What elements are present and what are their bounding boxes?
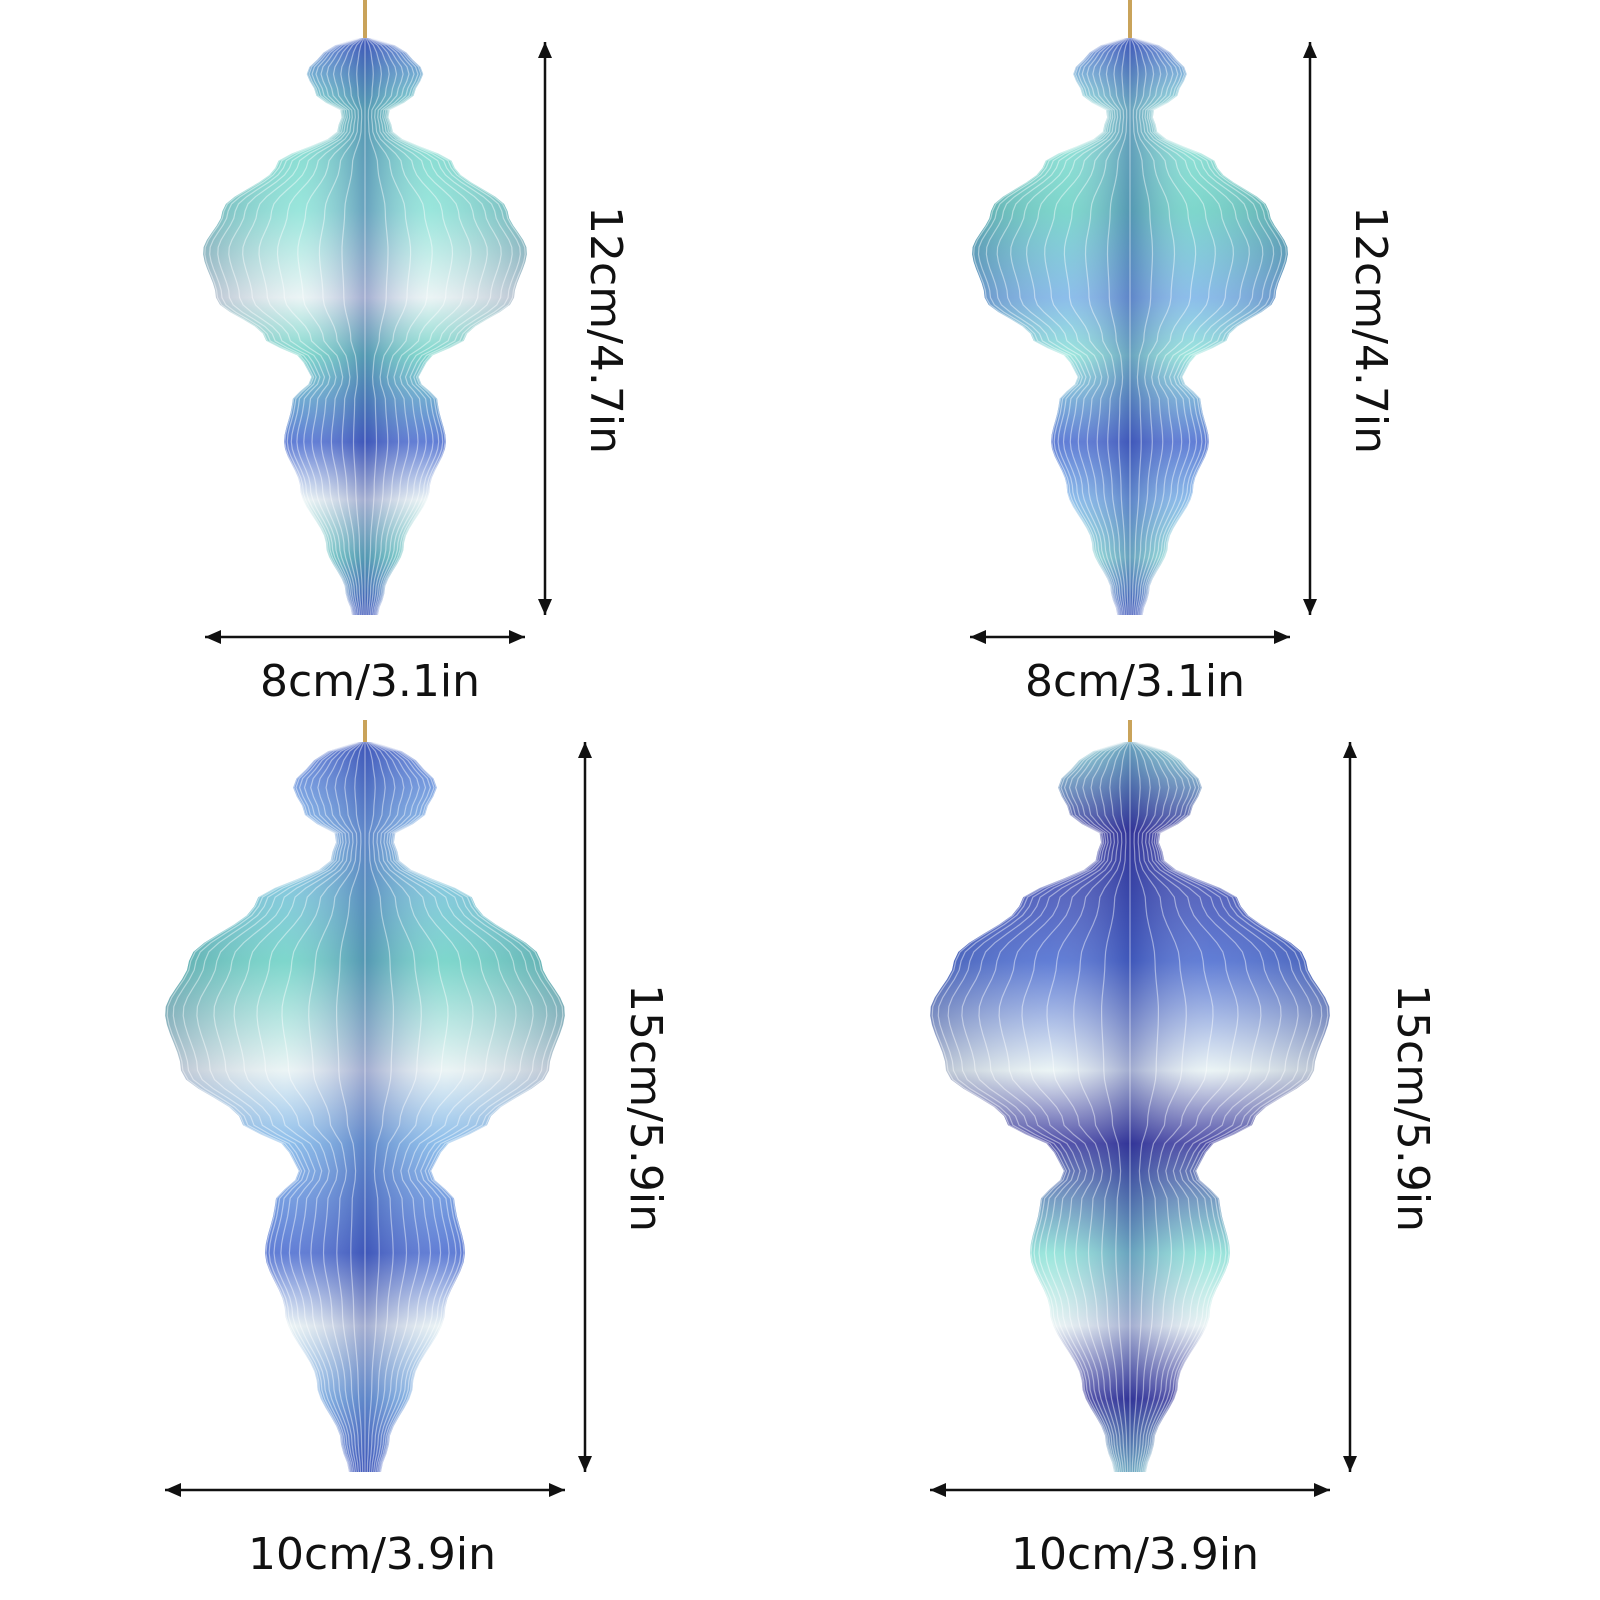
- panel-top-right: 12cm/4.7in 8cm/3.1in: [800, 0, 1600, 720]
- width-arrow-bottom-right: [930, 1483, 1330, 1497]
- panel-bottom-left: 15cm/5.9in 10cm/3.9in: [0, 720, 800, 1600]
- width-label-top-left: 8cm/3.1in: [260, 656, 480, 707]
- height-label-top-right: 12cm/4.7in: [1345, 206, 1396, 454]
- panel-bottom-right: 15cm/5.9in 10cm/3.9in: [800, 720, 1600, 1600]
- width-label-bottom-right: 10cm/3.9in: [1011, 1529, 1259, 1580]
- width-arrow-top-right: [970, 630, 1290, 644]
- ornament-body-bottom-right: [930, 741, 1330, 1473]
- panel-top-left: 12cm/4.7in 8cm/3.1in: [0, 0, 800, 720]
- height-arrow-top-right: [1303, 42, 1317, 615]
- height-label-top-left: 12cm/4.7in: [580, 206, 631, 454]
- ornament-body-bottom-left: [165, 741, 565, 1473]
- ornament-image-bottom-left: [165, 720, 592, 1497]
- height-arrow-bottom-right: [1343, 742, 1357, 1472]
- width-arrow-bottom-left: [165, 1483, 565, 1497]
- ornament-image-top-right: [970, 0, 1317, 644]
- height-arrow-top-left: [538, 42, 552, 615]
- ornament-body-top-left: [203, 37, 527, 616]
- width-arrow-top-left: [205, 630, 525, 644]
- ornament-image-top-left: [203, 0, 552, 644]
- width-label-bottom-left: 10cm/3.9in: [248, 1529, 496, 1580]
- height-label-bottom-right: 15cm/5.9in: [1387, 984, 1438, 1232]
- ornament-body-top-right: [972, 37, 1288, 616]
- width-label-top-right: 8cm/3.1in: [1025, 656, 1245, 707]
- height-label-bottom-left: 15cm/5.9in: [620, 984, 671, 1232]
- ornament-image-bottom-right: [930, 720, 1357, 1497]
- height-arrow-bottom-left: [578, 742, 592, 1472]
